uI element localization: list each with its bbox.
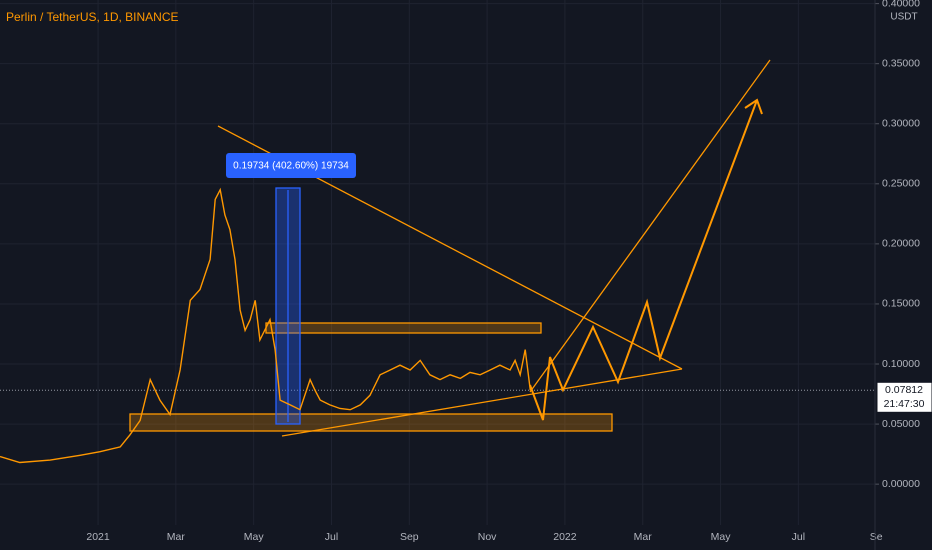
plot — [0, 187, 531, 464]
resistance-zone — [265, 322, 542, 334]
countdown: 21:47:30 — [884, 398, 925, 410]
x-tick-label: May — [244, 531, 265, 543]
x-tick-label: May — [711, 531, 732, 543]
x-tick-label: 2021 — [86, 531, 110, 543]
last-price-label: 0.07812 — [885, 384, 923, 396]
y-tick-label: 0.35000 — [882, 57, 920, 69]
y-tick-label: 0.25000 — [882, 178, 920, 190]
y-tick-label: 0.05000 — [882, 418, 920, 430]
drawings — [129, 59, 771, 437]
price-axis-bg — [875, 0, 932, 550]
x-tick-label: Se — [870, 531, 883, 543]
chart-title: Perlin / TetherUS, 1D, BINANCE — [6, 10, 179, 24]
x-tick-label: Sep — [400, 531, 419, 543]
support-zone — [129, 413, 613, 432]
last-price-box — [876, 381, 932, 413]
time-axis-bg — [0, 525, 932, 550]
arrow-head — [744, 98, 763, 115]
measure-label-box — [226, 153, 356, 178]
axes: 0.00000 0.05000 0.10000 0.15000 0.20000 0.250… — [86, 0, 932, 550]
y-tick-label: 0.40000 — [882, 0, 920, 9]
x-tick-label: Jul — [792, 531, 805, 543]
currency-label: USDT — [890, 12, 917, 23]
y-tick-label: 0.15000 — [882, 298, 920, 310]
measure-label: 0.19734 (402.60%) 19734 — [233, 161, 349, 172]
y-tick-label: 0.10000 — [882, 358, 920, 370]
x-tick-label: 2022 — [553, 531, 577, 543]
y-tick-label: 0.30000 — [882, 118, 920, 130]
price-line — [0, 187, 531, 464]
trend-line — [281, 368, 683, 437]
x-tick-label: Mar — [634, 531, 653, 543]
projection-path — [529, 99, 758, 421]
trend-line — [529, 59, 771, 393]
y-tick-label: 0.20000 — [882, 238, 920, 250]
x-tick-label: Nov — [478, 531, 497, 543]
grid — [0, 0, 877, 525]
x-tick-label: Mar — [167, 531, 186, 543]
x-tick-label: Jul — [325, 531, 338, 543]
y-tick-label: 0.00000 — [882, 478, 920, 490]
